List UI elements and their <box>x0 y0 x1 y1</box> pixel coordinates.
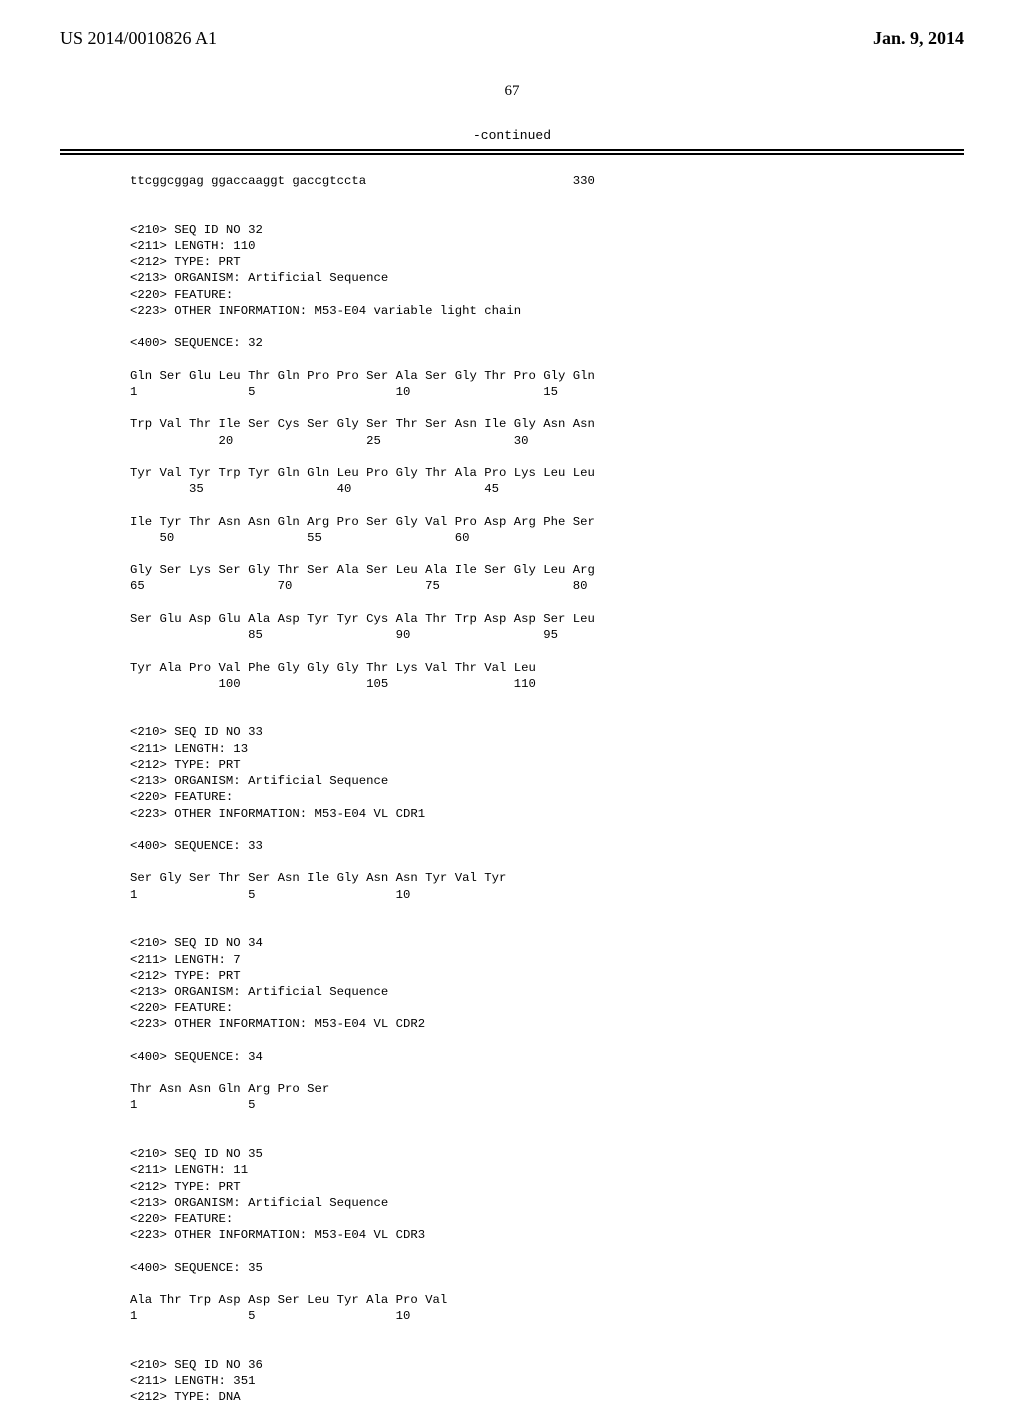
publication-number: US 2014/0010826 A1 <box>60 28 217 49</box>
document-header: US 2014/0010826 A1 Jan. 9, 2014 <box>0 0 1024 49</box>
divider-top <box>60 149 964 151</box>
publication-date: Jan. 9, 2014 <box>873 28 964 49</box>
continued-label: -continued <box>0 128 1024 143</box>
sequence-listing: ttcggcggag ggaccaaggt gaccgtccta 330 <21… <box>0 155 1024 1422</box>
page-number: 67 <box>0 83 1024 100</box>
